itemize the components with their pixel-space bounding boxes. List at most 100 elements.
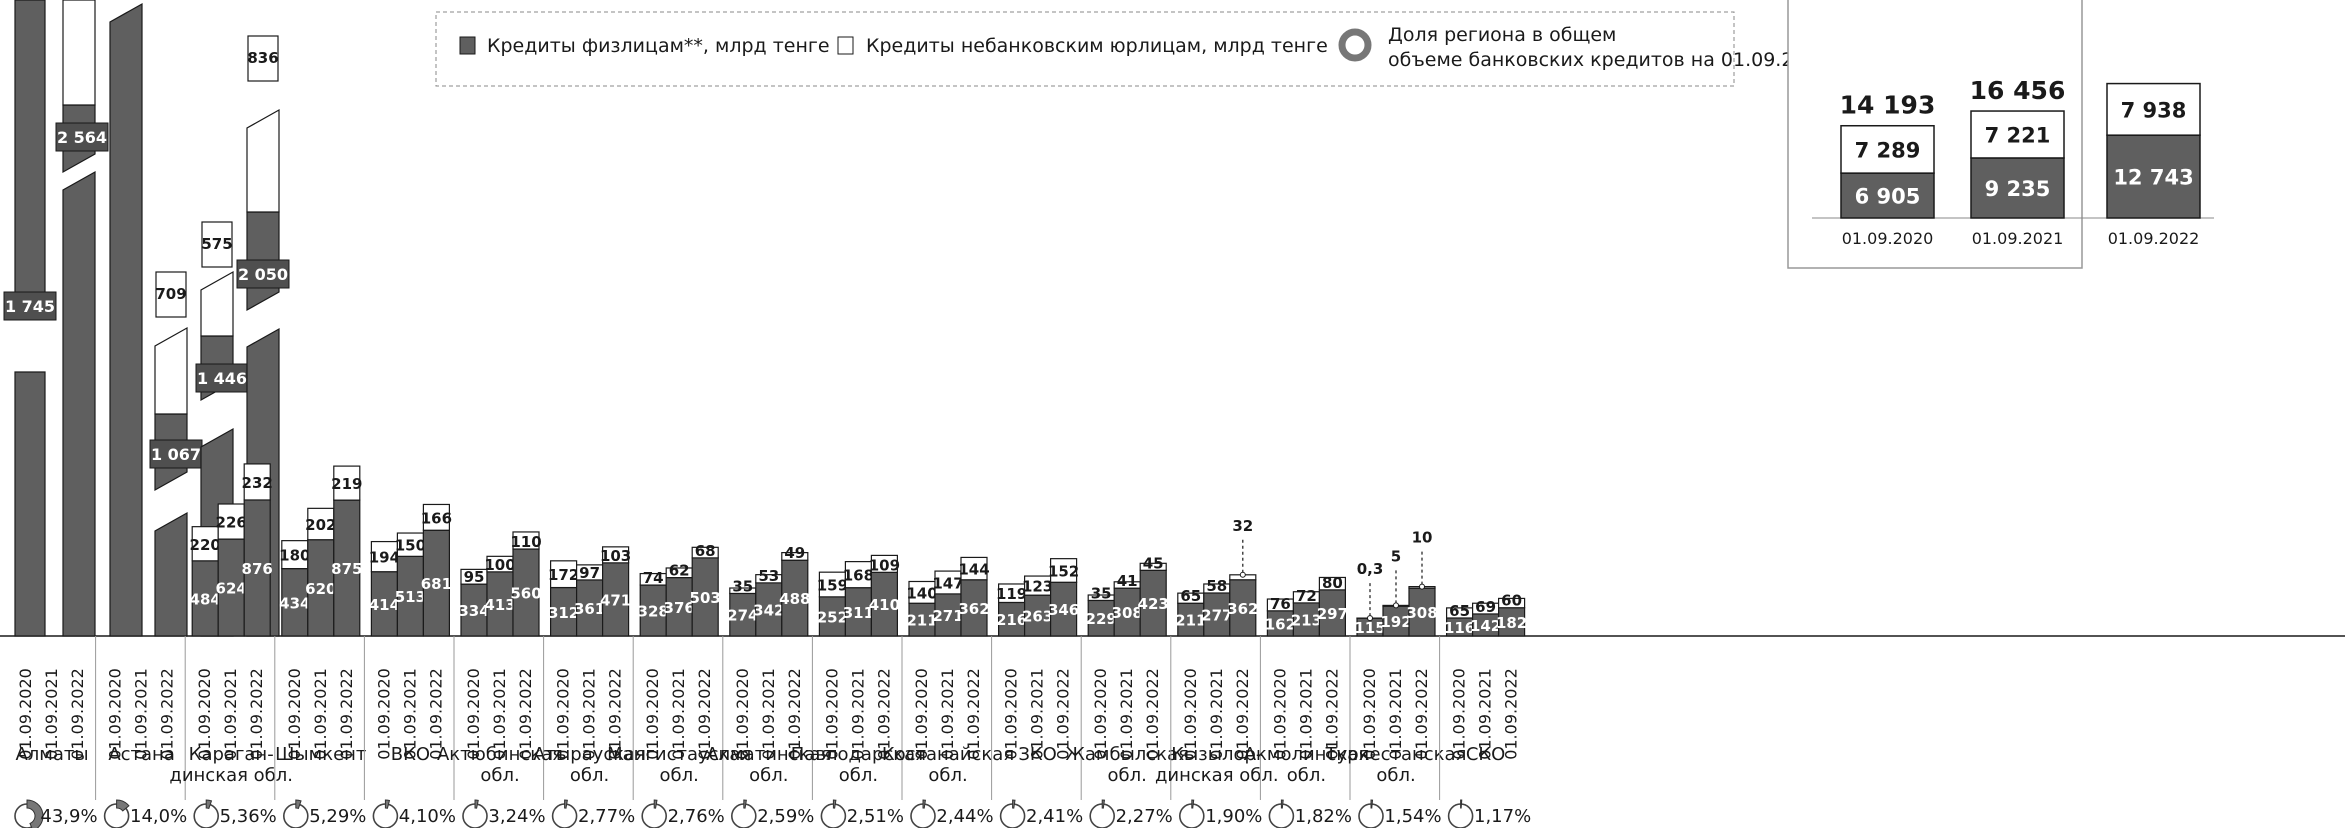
- legend-share-ring-icon: [1342, 32, 1368, 58]
- region-name: Костанайская: [882, 744, 1014, 765]
- region-name: обл.: [660, 765, 699, 786]
- share-value-label: 2,44%: [936, 806, 993, 827]
- region-name: обл.: [1108, 765, 1147, 786]
- share-donut-slice: [1192, 800, 1194, 808]
- label-individuals: 2 564: [57, 128, 107, 147]
- bar-individuals-broken: [15, 372, 45, 636]
- inset-label-total: 14 193: [1840, 91, 1936, 120]
- share-donut-slice: [475, 800, 478, 808]
- label-nonbank: 53: [758, 567, 779, 585]
- label-individuals: 503: [690, 589, 721, 607]
- inset-label-individuals: 12 743: [2113, 166, 2193, 190]
- label-nonbank: 60: [1501, 592, 1522, 610]
- share-value-label: 43,9%: [40, 806, 97, 827]
- share-donut-slice: [385, 800, 389, 808]
- label-nonbank: 95: [464, 568, 485, 586]
- share-value-label: 2,51%: [847, 806, 904, 827]
- share-value-label: 1,82%: [1295, 806, 1352, 827]
- share-donut-slice: [654, 800, 657, 808]
- label-nonbank: 219: [331, 475, 362, 493]
- legend-swatch-individuals: [460, 37, 475, 54]
- share-value-label: 2,77%: [578, 806, 635, 827]
- region-name: ВКО: [391, 744, 430, 765]
- label-nonbank: 144: [958, 561, 989, 579]
- label-individuals: 488: [779, 590, 810, 608]
- label-nonbank: 45: [1143, 554, 1164, 572]
- inset-label-total: 16 456: [1970, 76, 2066, 105]
- label-individuals: 182: [1496, 614, 1527, 632]
- bar-individuals-broken: [63, 172, 95, 636]
- label-nonbank: 109: [869, 556, 900, 574]
- legend-label-individuals: Кредиты физлицам**, млрд тенге: [487, 35, 830, 57]
- share-value-label: 5,36%: [220, 806, 277, 827]
- label-nonbank: 76: [1270, 595, 1291, 613]
- bar-nonbank-broken: [63, 0, 95, 105]
- share-value-label: 14,0%: [130, 806, 187, 827]
- callout-dot: [1368, 616, 1373, 621]
- region-name: Караган-: [189, 744, 274, 765]
- legend-label-nonbank: Кредиты небанковским юрлицам, млрд тенге: [866, 35, 1328, 57]
- label-nonbank: 97: [579, 564, 600, 582]
- label-nonbank: 62: [669, 562, 690, 580]
- label-nonbank: 110: [510, 533, 541, 551]
- label-individuals: 362: [1227, 600, 1258, 618]
- label-nonbank: 74: [643, 569, 664, 587]
- region-name: обл.: [749, 765, 788, 786]
- label-nonbank: 202: [305, 516, 336, 534]
- share-value-label: 2,59%: [757, 806, 814, 827]
- label-nonbank: 58: [1206, 577, 1227, 595]
- bar-nonbank-broken: [247, 110, 279, 212]
- share-donut-slice: [1102, 800, 1104, 808]
- label-nonbank: 232: [242, 474, 273, 492]
- legend-label-share-line2: объеме банковских кредитов на 01.09.2022: [1388, 49, 1830, 71]
- label-individuals: 1 446: [197, 369, 247, 388]
- share-value-label: 2,27%: [1116, 806, 1173, 827]
- callout-dot: [1420, 584, 1425, 589]
- label-individuals: 362: [958, 600, 989, 618]
- label-nonbank: 68: [695, 542, 716, 560]
- label-individuals: 410: [869, 596, 900, 614]
- share-donut-slice: [1013, 800, 1015, 808]
- region-name: обл.: [480, 765, 519, 786]
- region-name: СКО: [1466, 744, 1506, 765]
- inset-date-label: 01.09.2020: [1842, 229, 1934, 248]
- label-individuals: 2 050: [238, 265, 288, 284]
- label-individuals: 423: [1138, 595, 1169, 613]
- label-nonbank: 49: [784, 544, 805, 562]
- share-value-label: 1,17%: [1474, 806, 1531, 827]
- region-name: обл.: [839, 765, 878, 786]
- label-nonbank: 166: [421, 509, 452, 527]
- inset-date-label: 01.09.2022: [2108, 229, 2200, 248]
- label-nonbank: 32: [1232, 517, 1253, 535]
- share-donut-slice: [1371, 800, 1373, 808]
- inset-label-nonbank: 7 938: [2121, 98, 2187, 122]
- share-value-label: 5,29%: [309, 806, 366, 827]
- label-nonbank: 10: [1412, 529, 1433, 547]
- region-name: Шымкент: [275, 744, 366, 765]
- label-nonbank: 41: [1117, 572, 1138, 590]
- label-individuals: 308: [1406, 604, 1437, 622]
- label-nonbank: 226: [216, 514, 247, 532]
- label-nonbank: 180: [279, 547, 310, 565]
- legend-label-share-line1: Доля региона в общем: [1388, 24, 1616, 46]
- inset-label-nonbank: 7 289: [1855, 138, 1921, 162]
- label-nonbank: 150: [395, 537, 426, 555]
- label-nonbank: 35: [732, 577, 753, 595]
- inset-label-individuals: 6 905: [1855, 185, 1921, 209]
- label-individuals: 471: [600, 591, 631, 609]
- label-nonbank: 69: [1475, 598, 1496, 616]
- label-nonbank: 5: [1391, 547, 1401, 565]
- label-individuals: 1 067: [151, 445, 201, 464]
- share-donut-slice: [565, 800, 568, 808]
- region-name: Алматы: [15, 744, 88, 765]
- region-name: обл.: [1376, 765, 1415, 786]
- share-donut-slice: [744, 800, 747, 808]
- label-individuals: 346: [1048, 601, 1079, 619]
- share-donut-slice: [296, 800, 301, 808]
- label-individuals: 560: [510, 585, 541, 603]
- label-nonbank: 172: [548, 566, 579, 584]
- share-value-label: 1,54%: [1384, 806, 1441, 827]
- share-donut-slice: [923, 800, 925, 808]
- label-nonbank: 65: [1180, 587, 1201, 605]
